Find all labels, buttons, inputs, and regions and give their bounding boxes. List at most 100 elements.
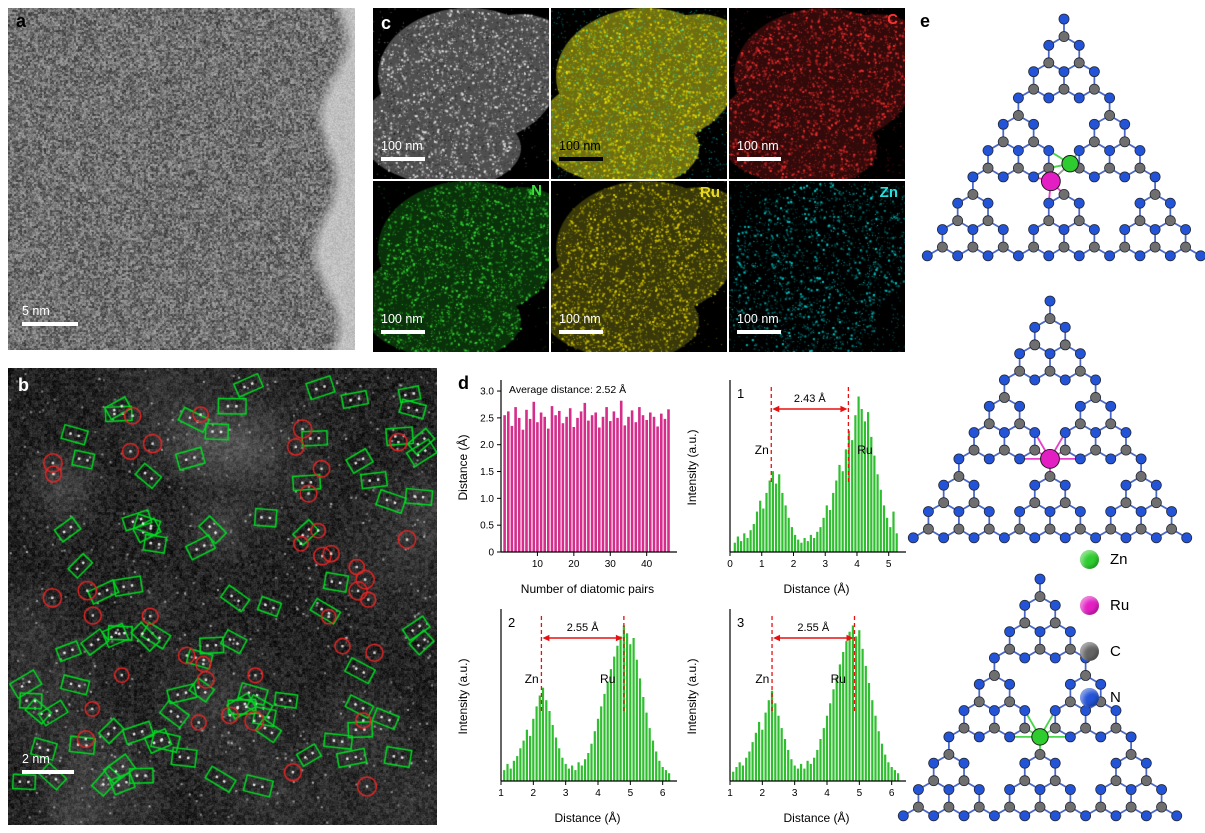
scale-bar-tile5: 100 nm bbox=[737, 313, 781, 334]
eds-tile-label-Ru: Ru bbox=[700, 184, 720, 201]
eds-tile-label-C: C bbox=[887, 11, 898, 28]
eds-tile-label-N: N bbox=[531, 182, 542, 199]
scale-bar-tile3: 100 nm bbox=[381, 313, 425, 334]
scale-bar-tile2-label: 100 nm bbox=[737, 139, 779, 153]
svg-text:Zn: Zn bbox=[755, 672, 769, 686]
svg-text:2.43 Å: 2.43 Å bbox=[794, 392, 826, 405]
eds-haadf-canvas bbox=[373, 8, 549, 179]
scale-bar-tile4-line bbox=[559, 329, 603, 334]
panel-label-b: b bbox=[18, 375, 29, 395]
scale-bar-tile1-line bbox=[559, 156, 603, 161]
scale-bar-b: 2 nm bbox=[22, 753, 74, 774]
stem-image bbox=[8, 368, 437, 825]
svg-text:Intensity (a.u.): Intensity (a.u.) bbox=[685, 658, 699, 734]
svg-text:3: 3 bbox=[792, 788, 798, 799]
svg-text:4: 4 bbox=[824, 788, 830, 799]
scale-bar-b-label: 2 nm bbox=[22, 752, 50, 766]
scale-bar-tile5-label: 100 nm bbox=[737, 312, 779, 326]
eds-tile-nitrogen: N 100 nm bbox=[373, 181, 549, 352]
panel-label-e: e bbox=[920, 11, 931, 31]
svg-text:Ru: Ru bbox=[600, 672, 615, 686]
scale-bar-a-label: 5 nm bbox=[22, 304, 50, 318]
scale-bar-tile0-line bbox=[381, 156, 425, 161]
svg-text:0: 0 bbox=[727, 559, 733, 570]
svg-text:1: 1 bbox=[498, 788, 504, 799]
eds-ruthenium-canvas bbox=[551, 181, 727, 352]
eds-tile-carbon: C 100 nm bbox=[729, 8, 905, 179]
svg-text:10: 10 bbox=[532, 559, 544, 570]
svg-text:5: 5 bbox=[886, 559, 892, 570]
svg-text:Intensity (a.u.): Intensity (a.u.) bbox=[685, 429, 699, 505]
svg-text:6: 6 bbox=[660, 788, 666, 799]
scale-bar-tile1: 100 nm bbox=[559, 140, 603, 161]
eds-tile-zinc: Zn 100 nm bbox=[729, 181, 905, 352]
legend-label-n: N bbox=[1110, 689, 1121, 706]
svg-text:40: 40 bbox=[641, 559, 653, 570]
molecule-ru-zn-pair bbox=[921, 13, 1205, 262]
n-atom-icon bbox=[1080, 688, 1099, 707]
svg-text:4: 4 bbox=[595, 788, 601, 799]
molecule-ru-single bbox=[907, 295, 1193, 544]
scale-bar-b-line bbox=[22, 769, 74, 774]
eds-tile-label-Zn: Zn bbox=[879, 184, 898, 201]
svg-text:2.5: 2.5 bbox=[480, 413, 494, 424]
svg-text:0: 0 bbox=[488, 548, 494, 559]
scale-bar-tile0-label: 100 nm bbox=[381, 139, 423, 153]
scale-bar-tile5-line bbox=[737, 329, 781, 334]
svg-text:3: 3 bbox=[737, 615, 744, 630]
scale-bar-a: 5 nm bbox=[22, 305, 78, 326]
scale-bar-tile2-line bbox=[737, 156, 781, 161]
tem-image bbox=[8, 8, 355, 350]
svg-text:Distance (Å): Distance (Å) bbox=[554, 810, 620, 825]
legend-item-ru: Ru bbox=[1080, 592, 1129, 619]
svg-text:Distance (Å): Distance (Å) bbox=[783, 581, 849, 596]
legend-label-zn: Zn bbox=[1110, 551, 1128, 568]
legend-item-c: C bbox=[1080, 638, 1129, 665]
svg-text:Average distance: 2.52 Å: Average distance: 2.52 Å bbox=[509, 383, 626, 396]
panel-label-a: a bbox=[16, 11, 27, 31]
panel-label-c: c bbox=[381, 13, 392, 33]
scale-bar-tile1-label: 100 nm bbox=[559, 139, 601, 153]
zn-atom-icon bbox=[1080, 550, 1099, 569]
panel-label-d: d bbox=[458, 373, 469, 393]
eds-nitrogen-canvas bbox=[373, 181, 549, 352]
svg-text:Zn: Zn bbox=[755, 443, 769, 457]
svg-text:6: 6 bbox=[889, 788, 895, 799]
svg-text:20: 20 bbox=[568, 559, 580, 570]
eds-overlay-canvas bbox=[551, 8, 727, 179]
chart-profile-2: 1 2 3 4 5 6 Distance (Å) Intensity (a.u.) 2 2.55 … bbox=[456, 609, 677, 825]
legend-item-zn: Zn bbox=[1080, 546, 1129, 573]
scale-bar-tile4: 100 nm bbox=[559, 313, 603, 334]
svg-text:Ru: Ru bbox=[831, 672, 846, 686]
legend-label-c: C bbox=[1110, 643, 1121, 660]
atom-legend: Zn Ru C N bbox=[1080, 546, 1129, 730]
chart-profile-3: 1 2 3 4 5 6 Distance (Å) Intensity (a.u.) 3 2.55 … bbox=[685, 609, 906, 825]
svg-text:1.5: 1.5 bbox=[480, 467, 494, 478]
svg-text:2: 2 bbox=[760, 788, 766, 799]
chart-pair-distances: 0 0.5 1.0 1.5 2.0 2.5 3.0 10 20 30 40 Number of dia… bbox=[456, 380, 677, 596]
svg-text:2.0: 2.0 bbox=[480, 440, 494, 451]
svg-text:Zn: Zn bbox=[525, 672, 539, 686]
svg-text:2.55 Å: 2.55 Å bbox=[567, 621, 599, 634]
svg-text:4: 4 bbox=[854, 559, 860, 570]
svg-text:5: 5 bbox=[628, 788, 634, 799]
svg-text:Distance (Å): Distance (Å) bbox=[456, 434, 470, 500]
eds-tile-overlay: 100 nm bbox=[551, 8, 727, 179]
scale-bar-a-line bbox=[22, 321, 78, 326]
scale-bar-tile3-label: 100 nm bbox=[381, 312, 423, 326]
panel-b: 2 nm bbox=[8, 368, 437, 825]
ru-atom-icon bbox=[1080, 596, 1099, 615]
svg-text:Ru: Ru bbox=[857, 443, 872, 457]
scale-bar-tile0: 100 nm bbox=[381, 140, 425, 161]
c-atom-icon bbox=[1080, 642, 1099, 661]
svg-text:2: 2 bbox=[531, 788, 537, 799]
svg-text:1: 1 bbox=[737, 386, 744, 401]
eds-tile-ruthenium: Ru 100 nm bbox=[551, 181, 727, 352]
scale-bar-tile3-line bbox=[381, 329, 425, 334]
svg-text:30: 30 bbox=[605, 559, 617, 570]
svg-text:3: 3 bbox=[563, 788, 569, 799]
svg-text:1.0: 1.0 bbox=[480, 494, 494, 505]
svg-text:2.55 Å: 2.55 Å bbox=[797, 621, 829, 634]
molecule-zn-single bbox=[897, 573, 1183, 822]
